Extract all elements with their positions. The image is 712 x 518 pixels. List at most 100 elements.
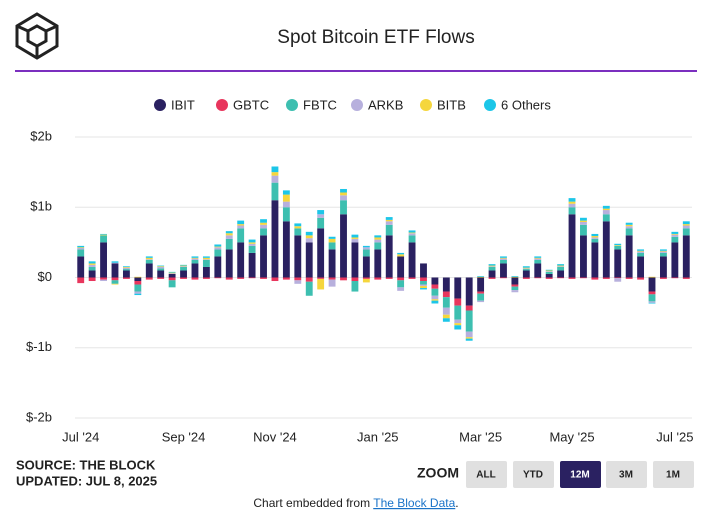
bar-segment [420,288,427,290]
zoom-buttons: ALL YTD 12M 3M 1M [466,461,694,488]
bar-segment [180,266,187,267]
bar-segment [671,277,679,279]
zoom-button-label[interactable]: YTD [523,470,543,481]
bar-segment [100,242,107,278]
zoom-button-label[interactable]: 12M [570,470,589,481]
bar-segment [500,258,507,260]
bar-segment [225,238,233,250]
bar-segment [145,257,153,260]
bar-segment [214,249,222,257]
legend-swatch [420,99,432,111]
bar-segment [431,277,439,285]
x-tick-label: Sep '24 [162,429,206,444]
bar-segment [500,277,507,279]
bar-segment [237,225,245,229]
zoom-button-selected[interactable] [560,461,601,488]
bar-segment [614,245,622,246]
bar-segment [614,277,622,279]
legend-swatch [351,99,363,111]
bar-segment [442,307,450,315]
bar-segment [305,235,313,239]
logo [15,12,59,60]
bar-segment [534,258,542,260]
bar-segment [374,235,382,238]
bar-segment [260,222,267,225]
bar-segment [671,233,679,235]
bar-segment [637,251,645,253]
bar-segment [511,276,519,278]
bar-segment [282,194,290,202]
bar-segment [648,294,656,302]
bar-segment [580,222,587,225]
zoom-button[interactable] [606,461,647,488]
bar-segment [77,277,85,284]
bar-segment [660,251,667,253]
bar-segment [88,277,96,282]
bar-segment [545,273,553,278]
bar-segment [305,242,313,278]
bar-segment [100,277,107,280]
bar-segment [317,277,325,279]
bar-segment [522,267,530,269]
footer-link[interactable]: The Block Data [373,496,455,510]
bar-segment [328,238,336,243]
bar-segment [671,236,679,243]
bar-segment [580,224,587,236]
y-tick-label: $-2b [26,409,52,424]
bar-segment [488,270,496,278]
bar-segment [511,276,519,277]
zoom-button-label[interactable]: 1M [666,470,680,481]
bar-segment [111,283,119,285]
bar-segment [625,235,633,278]
bar-segment [282,201,290,208]
bar-segment [602,208,610,211]
bar-segment [351,242,359,278]
bar-segment [545,270,553,272]
bar-segment [317,210,325,215]
bar-segment [660,250,667,252]
bar-segment [477,291,485,294]
bar-segment [374,237,382,240]
bar-segment [500,259,507,264]
bar-segment [191,263,199,278]
bar-segment [500,257,507,259]
bar-segment [637,250,645,252]
bar-segment [225,235,233,239]
zoom-button-label[interactable]: 3M [619,470,633,481]
bar-segment [431,295,439,300]
zoom-button-label[interactable]: ALL [476,470,495,481]
bar-segment [648,302,656,304]
bar-segment [260,219,267,223]
bar-segment [488,265,496,267]
bar-segment [168,271,176,273]
bar-segment [225,277,233,280]
zoom-button[interactable] [513,461,554,488]
zoom-button[interactable] [466,461,507,488]
bar-segment [317,214,325,218]
bar-segment [237,228,245,243]
bar-segment [602,221,610,278]
x-tick-label: May '25 [549,429,594,444]
legend-swatch [216,99,228,111]
bar-segment [362,249,370,257]
bar-segment [100,233,107,235]
bar-segment [294,277,302,281]
bar-segment [545,271,553,272]
zoom-button[interactable] [653,461,694,488]
bar-segment [340,188,347,193]
bar-segment [340,277,347,281]
bar-segment [328,249,336,278]
bar-segment [625,228,633,236]
bar-segment [511,290,519,293]
bar-segment [374,277,382,280]
bar-segment [682,235,690,278]
bar-segment [145,256,153,258]
bar-segment [637,249,645,251]
bar-segment [168,273,176,278]
bar-segment [225,231,233,234]
bar-segment [180,277,187,279]
bar-segment [465,331,473,338]
bar-segment [648,277,656,292]
bar-segment [420,285,427,289]
bar-segment [591,277,599,280]
